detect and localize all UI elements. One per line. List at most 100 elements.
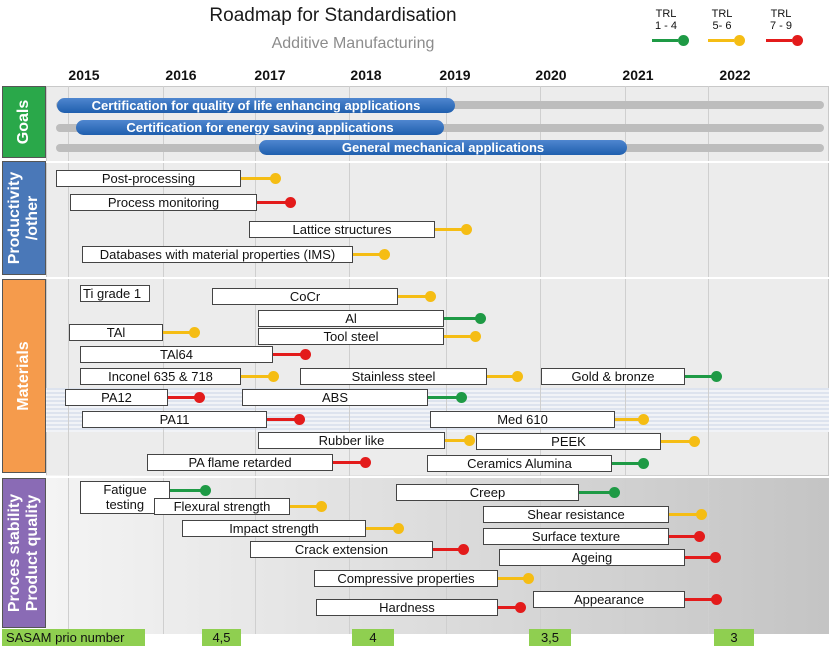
category-productivity-label: Productivity /other — [6, 171, 41, 265]
roadmap-item-box: TAl — [69, 324, 163, 341]
roadmap-item-box: Hardness — [316, 599, 498, 616]
trl-dot — [393, 523, 404, 534]
roadmap-item-box: Post-processing — [56, 170, 241, 187]
diagram-subtitle: Additive Manufacturing — [271, 35, 435, 52]
roadmap-item-box: Rubber like — [258, 432, 445, 449]
trl-dot — [696, 509, 707, 520]
roadmap-item-box: Impact strength — [182, 520, 366, 537]
roadmap-item-box: TAl64 — [80, 346, 273, 363]
trl-dot — [470, 331, 481, 342]
trl-dot — [689, 436, 700, 447]
trl-line — [290, 505, 317, 508]
sasam-prio-value: 3 — [714, 629, 754, 646]
trl-dot — [609, 487, 620, 498]
trl-dot — [200, 485, 211, 496]
trl-dot — [515, 602, 526, 613]
trl-dot — [316, 501, 327, 512]
trl-dot — [512, 371, 523, 382]
trl-dot — [189, 327, 200, 338]
diagram-title: Roadmap for Standardisation — [209, 5, 457, 26]
trl-line — [615, 418, 639, 421]
year-2015: 2015 — [68, 67, 100, 83]
trl-line — [498, 606, 516, 609]
trl-dot — [360, 457, 371, 468]
gridline-2015 — [68, 86, 69, 634]
year-2019: 2019 — [439, 67, 471, 83]
trl-dot — [638, 414, 649, 425]
trl-line — [685, 598, 712, 601]
roadmap-item-box: Fatigue testing — [80, 481, 170, 514]
trl-line — [685, 375, 712, 378]
goal-bar: Certification for energy saving applicat… — [76, 120, 444, 135]
legend-trl-7-9-label: TRL 7 - 9 — [769, 8, 792, 32]
trl-line — [444, 317, 476, 320]
category-quality: Proces stability Product quality — [2, 478, 46, 628]
category-quality-label: Proces stability Product quality — [6, 493, 41, 613]
roadmap-item-box: Shear resistance — [483, 506, 669, 523]
sasam-prio-value: 4 — [352, 629, 394, 646]
gridline-2018 — [349, 86, 350, 634]
roadmap-item-box: CoCr — [212, 288, 398, 305]
trl-dot — [458, 544, 469, 555]
roadmap-item-box: PA flame retarded — [147, 454, 333, 471]
trl-dot — [711, 594, 722, 605]
trl-line — [267, 418, 295, 421]
trl-line — [661, 440, 690, 443]
roadmap-item-box: Compressive properties — [314, 570, 498, 587]
category-materials: Materials — [2, 279, 46, 473]
roadmap-item-box: Stainless steel — [300, 368, 487, 385]
trl-line — [333, 461, 361, 464]
trl-dot — [294, 414, 305, 425]
gridline-2019 — [446, 86, 447, 634]
trl-dot — [425, 291, 436, 302]
trl-dot — [456, 392, 467, 403]
sasam-prio-value: 4,5 — [202, 629, 241, 646]
roadmap-item-box: Crack extension — [250, 541, 433, 558]
trl-dot — [268, 371, 279, 382]
legend-trl-1-4-line — [652, 39, 678, 42]
roadmap-item-box: Ti grade 1 — [80, 285, 150, 302]
gridline-2021 — [625, 86, 626, 634]
sasam-prio-value: 3,5 — [529, 629, 571, 646]
year-2022: 2022 — [719, 67, 751, 83]
trl-line — [241, 177, 271, 180]
trl-line — [273, 353, 301, 356]
trl-line — [444, 335, 471, 338]
trl-line — [170, 489, 201, 492]
goal-bar: Certification for quality of life enhanc… — [57, 98, 455, 113]
roadmap-item-box: Lattice structures — [249, 221, 435, 238]
trl-dot — [638, 458, 649, 469]
roadmap-item-box: Inconel 635 & 718 — [80, 368, 241, 385]
trl-line — [498, 577, 524, 580]
roadmap-item-box: PA12 — [65, 389, 168, 406]
trl-dot — [461, 224, 472, 235]
roadmap-item-box: Flexural strength — [154, 498, 290, 515]
roadmap-item-box: Databases with material properties (IMS) — [82, 246, 353, 263]
trl-dot — [523, 573, 534, 584]
legend-trl-5-6-label: TRL 5- 6 — [711, 8, 733, 32]
trl-line — [579, 491, 610, 494]
trl-line — [428, 396, 457, 399]
trl-line — [685, 556, 711, 559]
roadmap-item-box: PEEK — [476, 433, 661, 450]
trl-dot — [194, 392, 205, 403]
category-productivity: Productivity /other — [2, 161, 46, 275]
trl-line — [241, 375, 269, 378]
legend-trl-7-9-line — [766, 39, 792, 42]
roadmap-item-box: ABS — [242, 389, 428, 406]
trl-line — [257, 201, 286, 204]
roadmap-item-box: Ceramics Alumina — [427, 455, 612, 472]
year-2017: 2017 — [254, 67, 286, 83]
trl-line — [445, 439, 465, 442]
roadmap-item-box: Tool steel — [258, 328, 444, 345]
roadmap-item-box: Ageing — [499, 549, 685, 566]
category-goals-label: Goals — [15, 99, 32, 145]
trl-dot — [464, 435, 475, 446]
year-2016: 2016 — [165, 67, 197, 83]
gridline-2020 — [540, 86, 541, 634]
trl-line — [398, 295, 426, 298]
roadmap-item-box: Creep — [396, 484, 579, 501]
trl-dot — [285, 197, 296, 208]
trl-line — [433, 548, 459, 551]
trl-dot — [300, 349, 311, 360]
